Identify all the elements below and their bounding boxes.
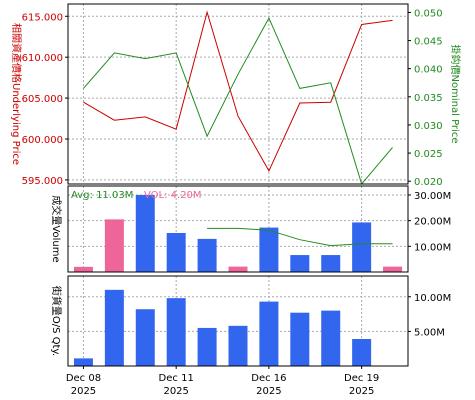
os-qty-bar: [321, 310, 341, 366]
x-tick-label-year: 2025: [71, 386, 96, 397]
os-qty-bar: [290, 312, 310, 366]
y-right-tick-label: 0.040: [414, 65, 443, 76]
price-panel-frame: [67, 3, 409, 185]
os-qty-bar: [352, 339, 372, 366]
volume-bar: [321, 255, 341, 272]
volume-bar: [166, 232, 186, 272]
y-left-tick-label: 610.000: [22, 53, 63, 64]
volume-bar: [104, 219, 124, 272]
panel-frames: [65, 3, 411, 369]
volume-average-line: [207, 227, 393, 247]
volume-tick-label: 10.00M: [414, 242, 451, 253]
y-right-tick-label: 0.035: [414, 93, 443, 104]
volume-bar: [290, 255, 310, 272]
y-left-tick-label: 600.000: [22, 135, 63, 146]
os-qty-bar: [104, 289, 124, 366]
os-qty-tick-label: 10.00M: [414, 293, 451, 304]
volume-bar: [73, 266, 93, 272]
y-left-tick-label: 615.000: [22, 12, 63, 23]
vol-label: VOL: 4.20M: [144, 190, 202, 201]
volume-tick-label: 20.00M: [414, 217, 451, 228]
volume-panel-frame: [67, 185, 409, 273]
underlying-price-line: [83, 10, 393, 173]
y-right-tick-label: 0.020: [414, 177, 443, 188]
x-tick-label-date: Dec 19: [344, 373, 379, 384]
y-right-tick-label: 0.025: [414, 149, 443, 160]
x-tick-label-year: 2025: [256, 386, 281, 397]
os-qty-panel-frame: [67, 275, 409, 367]
x-tick-label-date: Dec 08: [66, 373, 101, 384]
os-qty-bar: [228, 325, 248, 366]
volume-bar: [197, 238, 217, 272]
volume-axis-title: 成交量Volume: [50, 195, 63, 262]
y-right-tick-label: 0.030: [414, 121, 443, 132]
y-right-tick-label: 0.050: [414, 8, 443, 19]
volume-bar: [383, 266, 403, 272]
os-qty-bar: [259, 301, 279, 366]
os-qty-tick-label: 5.00M: [414, 327, 445, 338]
y-left-tick-label: 595.000: [22, 176, 63, 187]
y-left-axis-title: 相關資產價格Underlying Price: [10, 23, 23, 165]
os-qty-axis-title: 街貨量O/S Qty.: [50, 286, 63, 356]
os-qty-bar: [166, 298, 186, 366]
x-tick-label-year: 2025: [349, 386, 374, 397]
volume-bar: [352, 222, 372, 272]
chart-text: 615.000 610.000 605.000 600.000 595.000 0.050…: [10, 8, 462, 397]
avg-label: Avg: 11.03M: [71, 190, 133, 201]
x-tick-label-date: Dec 16: [251, 373, 286, 384]
volume-bar: [228, 266, 248, 272]
x-tick-label-date: Dec 11: [159, 373, 194, 384]
volume-tick-label: 30.00M: [414, 191, 451, 202]
nominal-price-line: [83, 16, 393, 186]
volume-bar: [135, 194, 155, 272]
y-right-tick-label: 0.045: [414, 37, 443, 48]
y-right-axis-title: 掛鈎價Nominal Price: [449, 45, 462, 144]
grid-lines: [68, 4, 408, 366]
y-left-tick-label: 605.000: [22, 94, 63, 105]
os-qty-bar: [197, 327, 217, 366]
os-qty-bar: [73, 358, 93, 366]
volume-bar: [259, 227, 279, 272]
os-qty-bar: [135, 309, 155, 366]
chart-marks: [73, 10, 403, 366]
x-tick-label-year: 2025: [163, 386, 188, 397]
